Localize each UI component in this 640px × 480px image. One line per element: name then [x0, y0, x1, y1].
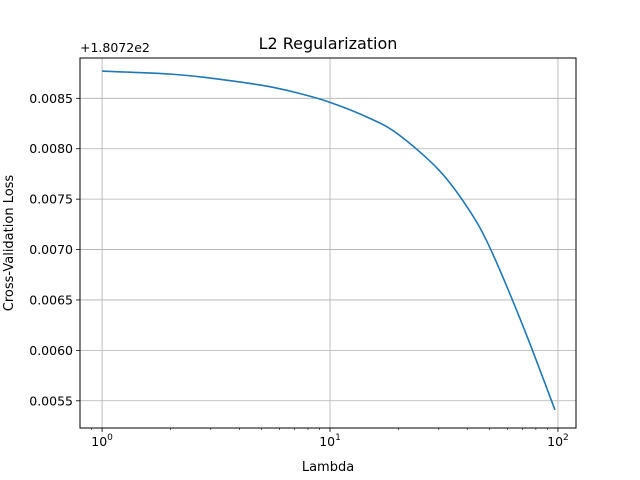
grid-lines: [80, 58, 576, 428]
series-group: [102, 70, 556, 411]
y-offset-label: +1.8072e2: [80, 40, 150, 55]
x-tick-label: 101: [319, 433, 341, 449]
y-axis-ticks: 0.0055 0.0060 0.0065 0.0070 0.0075 0.0080 0.00…: [29, 91, 80, 408]
x-tick-label: 102: [547, 433, 569, 449]
y-tick-label: 0.0085: [29, 91, 73, 106]
x-tick-exponent: 1: [335, 433, 341, 443]
y-tick-label: 0.0075: [29, 192, 73, 207]
series-line: [102, 70, 556, 411]
plot-frame: [79, 57, 577, 429]
x-tick-label: 100: [91, 433, 113, 449]
y-tick-label: 0.0080: [29, 141, 73, 156]
plot-background: [80, 58, 576, 428]
x-tick-exponent: 0: [107, 433, 113, 443]
y-axis-label: Cross-Validation Loss: [2, 175, 17, 312]
x-tick-base: 10: [547, 434, 563, 449]
y-tick-label: 0.0060: [29, 343, 73, 358]
x-axis-ticks: 100 101 102: [91, 428, 569, 449]
y-tick-label: 0.0055: [29, 393, 73, 408]
x-tick-base: 10: [319, 434, 335, 449]
x-axis-label: Lambda: [302, 460, 354, 475]
y-tick-label: 0.0065: [29, 292, 73, 307]
y-tick-label: 0.0070: [29, 242, 73, 257]
x-tick-exponent: 2: [563, 433, 569, 443]
chart-title: L2 Regularization: [259, 34, 398, 53]
x-tick-base: 10: [91, 434, 107, 449]
